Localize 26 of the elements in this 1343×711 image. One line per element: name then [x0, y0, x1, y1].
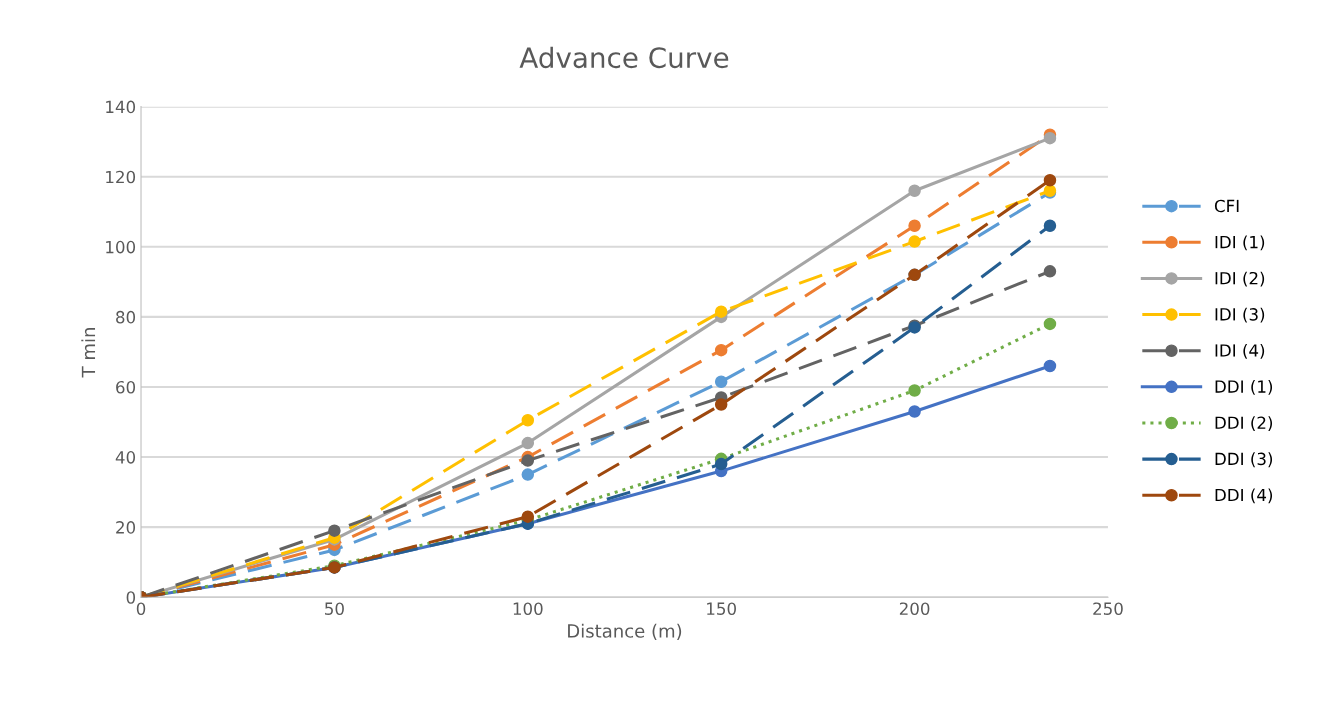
y-tick-label: 140 — [106, 100, 136, 114]
legend-label: IDI (2) — [1215, 271, 1265, 287]
legend-label: IDI (3) — [1215, 307, 1265, 323]
y-tick-label: 20 — [116, 521, 136, 534]
legend-label: DDI (1) — [1215, 380, 1273, 395]
y-axis-title: T min — [81, 328, 96, 378]
x-tick-label: 250 — [1093, 602, 1123, 615]
x-tick-label: 50 — [325, 602, 344, 615]
x-tick-label: 150 — [707, 602, 736, 615]
legend-label: DDI (4) — [1215, 488, 1273, 504]
x-tick-label: 0 — [136, 602, 146, 615]
legend-label: DDI (2) — [1215, 416, 1273, 431]
legend-label: CFI — [1214, 199, 1239, 213]
x-tick-label: 100 — [513, 602, 543, 615]
y-tick-label: 0 — [126, 591, 136, 604]
legend-label: IDI (1) — [1215, 235, 1265, 251]
y-tick-label: 120 — [106, 170, 136, 184]
legend-label: DDI (3) — [1215, 452, 1273, 468]
y-tick-label: 80 — [116, 310, 136, 324]
y-tick-label: 60 — [116, 380, 136, 394]
legend-label: IDI (4) — [1215, 343, 1265, 359]
y-tick-label: 40 — [115, 451, 136, 464]
y-tick-label: 100 — [106, 240, 136, 254]
x-axis-title: Distance (m) — [568, 623, 682, 640]
chart-title: Advance Curve — [519, 46, 729, 69]
x-tick-label: 200 — [899, 602, 930, 615]
